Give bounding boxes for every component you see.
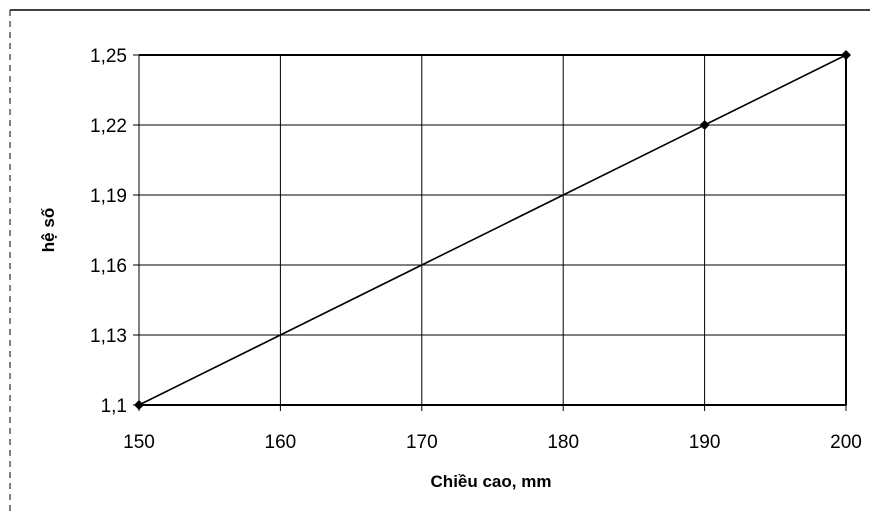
x-tick-label: 160	[265, 432, 297, 453]
y-tick-label: 1,19	[90, 186, 127, 207]
data-point-marker	[134, 400, 144, 410]
x-axis-title: Chiều cao, mm	[431, 472, 552, 491]
y-axis-title: hệ số	[39, 208, 58, 252]
x-tick-label: 180	[547, 432, 579, 453]
x-tick-label: 150	[123, 432, 155, 453]
y-tick-label: 1,16	[90, 256, 127, 277]
data-point-marker	[699, 120, 710, 130]
y-tick-label: 1,1	[101, 396, 127, 417]
data-point-marker	[841, 50, 851, 60]
y-tick-label: 1,22	[90, 116, 127, 137]
x-tick-label: 170	[406, 432, 438, 453]
grid-lines	[139, 55, 846, 405]
series-line	[138, 54, 847, 406]
x-tick-label: 190	[689, 432, 721, 453]
tick-labels: 1,1 1,13 1,16 1,19 1,22 1,25 150 160 170 180 190 20…	[90, 46, 862, 453]
data-series	[134, 50, 851, 410]
x-tick-label: 200	[830, 432, 862, 453]
y-tick-label: 1,25	[90, 46, 127, 67]
plot-area-border	[138, 54, 847, 406]
y-tick-label: 1,13	[90, 326, 127, 347]
